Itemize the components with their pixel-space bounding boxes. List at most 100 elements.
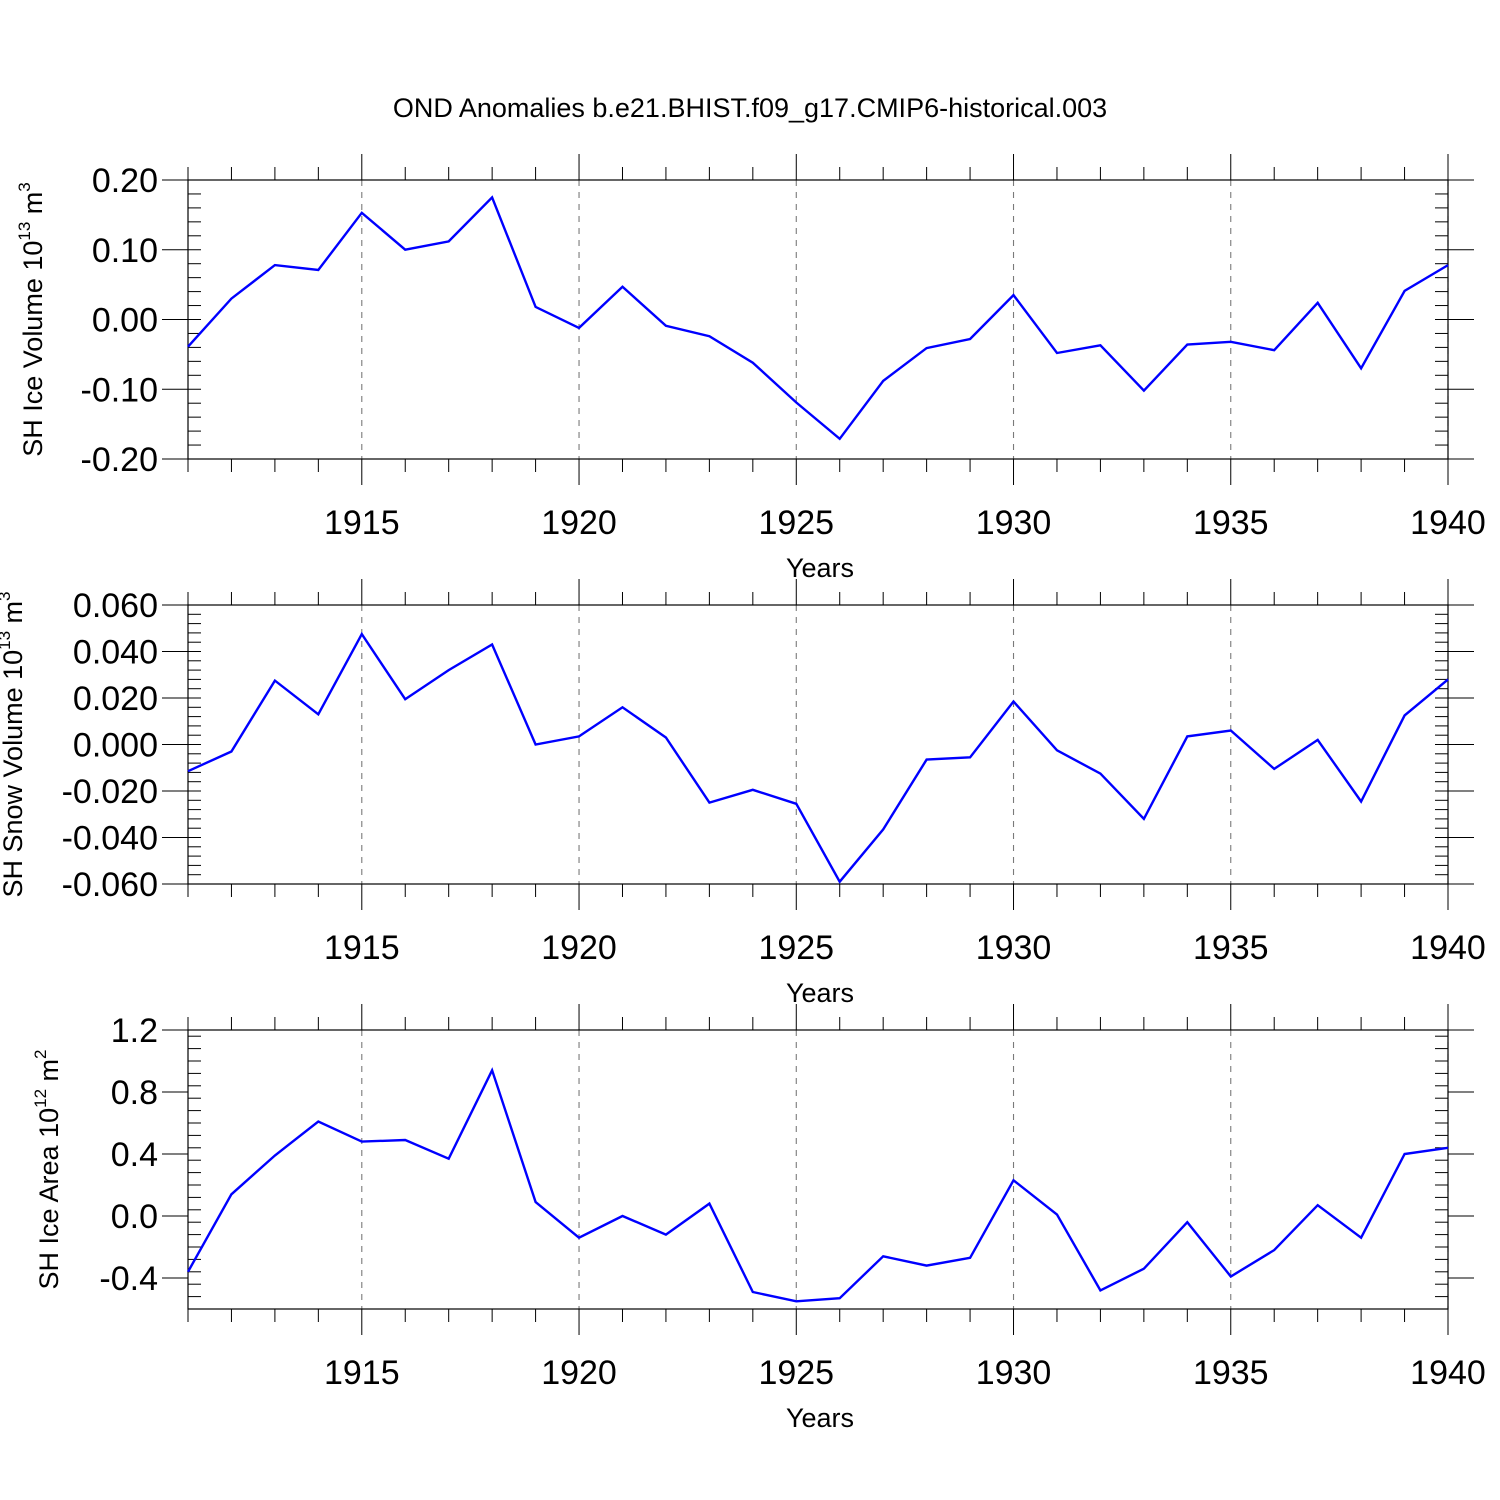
data-point: [1099, 344, 1101, 346]
y-tick-label: 0.4: [111, 1136, 158, 1174]
data-point: [1186, 1221, 1188, 1223]
data-point: [1360, 800, 1362, 802]
data-point: [1273, 1249, 1275, 1251]
x-tick-label: 1915: [324, 929, 400, 967]
data-point: [708, 801, 710, 803]
data-point: [534, 1201, 536, 1203]
data-point: [752, 1291, 754, 1293]
x-tick-label: 1935: [1193, 929, 1269, 967]
y-tick-label: 0.10: [92, 232, 158, 270]
data-point: [621, 286, 623, 288]
x-tick-label: 1925: [758, 929, 834, 967]
data-point: [578, 327, 580, 329]
data-point: [187, 1271, 189, 1273]
data-point: [925, 347, 927, 349]
x-tick-label: 1925: [758, 504, 834, 542]
data-point: [404, 698, 406, 700]
data-point: [969, 756, 971, 758]
data-point: [361, 212, 363, 214]
data-point: [274, 679, 276, 681]
data-point: [708, 1202, 710, 1204]
data-point: [1316, 739, 1318, 741]
data-point: [1012, 294, 1014, 296]
data-point: [1403, 290, 1405, 292]
data-point: [1230, 729, 1232, 731]
x-tick-label: 1920: [541, 929, 617, 967]
figure-title: OND Anomalies b.e21.BHIST.f09_g17.CMIP6-…: [393, 93, 1107, 123]
y-tick-label: 0.00: [92, 302, 158, 340]
data-point: [1273, 349, 1275, 351]
data-point: [491, 1069, 493, 1071]
data-point: [1143, 1268, 1145, 1270]
data-point: [752, 789, 754, 791]
data-point: [1143, 818, 1145, 820]
data-point: [795, 1300, 797, 1302]
data-point: [882, 1255, 884, 1257]
y-tick-label: 0.000: [73, 727, 158, 765]
series-line: [187, 631, 1449, 884]
series-line: [186, 1067, 1449, 1303]
x-tick-label: 1935: [1193, 504, 1269, 542]
data-point: [1230, 341, 1232, 343]
data-point: [1403, 714, 1405, 716]
data-point: [1230, 1275, 1232, 1277]
x-tick-label: 1930: [976, 929, 1052, 967]
data-point: [882, 380, 884, 382]
y-tick-label: -0.10: [81, 371, 159, 409]
data-point: [1056, 1213, 1058, 1215]
panel-1: 0.20 0.10 0.00 -0.10 -0.20 1915 1920 1925 1930 19…: [15, 154, 1486, 583]
y-tick-label: 0.8: [111, 1074, 158, 1112]
x-tick-label: 1925: [758, 1354, 834, 1392]
y-axis-title: SH Ice Area 1012 m2: [31, 1050, 64, 1290]
panel-2: 0.060 0.040 0.020 0.000 -0.020 -0.040 -0.060 19…: [0, 579, 1486, 1008]
series-line: [187, 195, 1449, 441]
data-point: [230, 750, 232, 752]
data-point: [274, 264, 276, 266]
data-point: [230, 1193, 232, 1195]
y-tick-label: 0.040: [73, 634, 158, 672]
x-tick-label: 1915: [324, 504, 400, 542]
data-point: [1316, 1204, 1318, 1206]
data-point: [317, 1120, 319, 1122]
x-tick-label: 1920: [541, 1354, 617, 1392]
data-point: [404, 1139, 406, 1141]
x-axis-title: Years: [786, 978, 854, 1008]
data-point: [491, 643, 493, 645]
data-point: [795, 803, 797, 805]
data-point: [1099, 1289, 1101, 1291]
y-tick-label: 0.060: [73, 587, 158, 625]
data-point: [839, 438, 841, 440]
data-point: [1447, 678, 1449, 680]
data-point: [621, 706, 623, 708]
data-point: [361, 633, 363, 635]
data-point: [1143, 389, 1145, 391]
data-point: [665, 736, 667, 738]
data-point: [230, 297, 232, 299]
data-point: [1186, 343, 1188, 345]
data-point: [708, 335, 710, 337]
data-point: [578, 735, 580, 737]
x-tick-label: 1915: [324, 1354, 400, 1392]
data-point: [361, 1140, 363, 1142]
y-tick-label: 1.2: [111, 1012, 158, 1050]
data-point: [839, 1297, 841, 1299]
data-point: [621, 1215, 623, 1217]
data-point: [1447, 1147, 1449, 1149]
y-tick-label: -0.040: [62, 820, 158, 858]
data-point: [1403, 1153, 1405, 1155]
data-point: [1012, 700, 1014, 702]
data-point: [578, 1237, 580, 1239]
data-point: [1316, 302, 1318, 304]
x-tick-label: 1920: [541, 504, 617, 542]
data-point: [187, 770, 189, 772]
data-point: [317, 713, 319, 715]
data-point: [534, 306, 536, 308]
y-tick-label: 0.0: [111, 1198, 158, 1236]
data-point: [1186, 735, 1188, 737]
data-point: [1447, 264, 1449, 266]
data-point: [752, 362, 754, 364]
x-tick-label: 1930: [976, 1354, 1052, 1392]
y-tick-label: -0.20: [81, 441, 159, 479]
data-point: [1056, 352, 1058, 354]
